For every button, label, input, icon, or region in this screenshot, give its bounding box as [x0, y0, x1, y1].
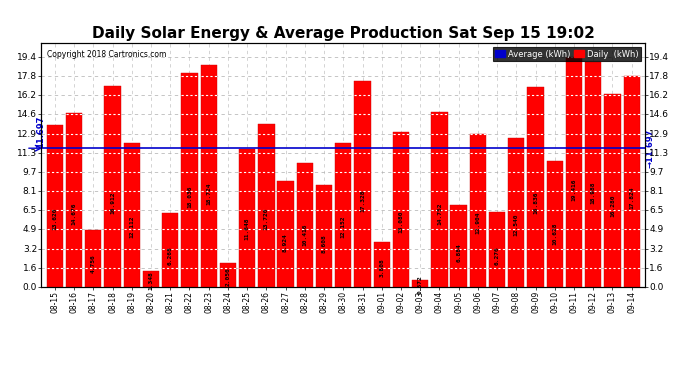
Text: 17.328: 17.328 [360, 189, 365, 212]
Bar [335, 143, 351, 287]
Text: 19.416: 19.416 [571, 179, 577, 201]
Title: Daily Solar Energy & Average Production Sat Sep 15 19:02: Daily Solar Energy & Average Production … [92, 26, 595, 40]
Bar [143, 271, 159, 287]
Bar [412, 280, 428, 287]
Text: 18.724: 18.724 [206, 182, 211, 205]
Text: 12.904: 12.904 [475, 211, 480, 234]
Text: →11.697: →11.697 [645, 129, 654, 168]
Text: 18.036: 18.036 [187, 186, 192, 209]
Bar [431, 112, 448, 287]
Bar [239, 149, 255, 287]
Bar [604, 94, 620, 287]
Text: 10.416: 10.416 [302, 224, 307, 246]
Bar [162, 213, 179, 287]
Text: 13.620: 13.620 [52, 208, 57, 230]
Text: 4.756: 4.756 [91, 254, 96, 273]
Text: 13.080: 13.080 [398, 210, 404, 233]
Text: 6.268: 6.268 [168, 246, 172, 265]
Bar [585, 62, 602, 287]
Text: 11.648: 11.648 [245, 217, 250, 240]
Bar [508, 138, 524, 287]
Text: 8.608: 8.608 [322, 235, 326, 254]
Text: 18.988: 18.988 [591, 181, 595, 204]
Bar [258, 124, 275, 287]
Bar [470, 134, 486, 287]
Bar [219, 262, 236, 287]
Text: 12.540: 12.540 [514, 213, 519, 236]
Bar [373, 242, 390, 287]
Text: 12.112: 12.112 [129, 215, 135, 238]
Text: 16.280: 16.280 [610, 195, 615, 217]
Text: 14.752: 14.752 [437, 202, 442, 225]
Bar [124, 143, 140, 287]
Text: 8.924: 8.924 [283, 233, 288, 252]
Bar [566, 57, 582, 287]
Text: 12.152: 12.152 [341, 215, 346, 238]
Text: 3.808: 3.808 [380, 258, 384, 277]
Bar [624, 75, 640, 287]
Text: 6.884: 6.884 [456, 243, 461, 262]
Text: 16.836: 16.836 [533, 192, 538, 214]
Bar [201, 65, 217, 287]
Text: 14.676: 14.676 [72, 202, 77, 225]
Bar [47, 125, 63, 287]
Bar [489, 213, 505, 287]
Bar [181, 73, 197, 287]
Bar [393, 132, 409, 287]
Bar [277, 181, 294, 287]
Bar [316, 185, 332, 287]
Bar [451, 205, 467, 287]
Text: 2.056: 2.056 [226, 267, 230, 286]
Bar [66, 113, 82, 287]
Bar [104, 86, 121, 287]
Text: 11.697: 11.697 [37, 116, 46, 148]
Text: 1.348: 1.348 [148, 271, 153, 290]
Text: 10.628: 10.628 [552, 223, 558, 245]
Bar [297, 164, 313, 287]
Text: 6.276: 6.276 [495, 246, 500, 265]
Legend: Average (kWh), Daily  (kWh): Average (kWh), Daily (kWh) [493, 47, 641, 61]
Text: 16.912: 16.912 [110, 191, 115, 214]
Bar [527, 87, 544, 287]
Bar [355, 81, 371, 287]
Text: 13.720: 13.720 [264, 207, 269, 230]
Text: 0.572: 0.572 [417, 276, 423, 294]
Bar [85, 231, 101, 287]
Text: 17.824: 17.824 [629, 187, 634, 209]
Text: Copyright 2018 Cartronics.com: Copyright 2018 Cartronics.com [48, 51, 167, 59]
Bar [546, 161, 563, 287]
